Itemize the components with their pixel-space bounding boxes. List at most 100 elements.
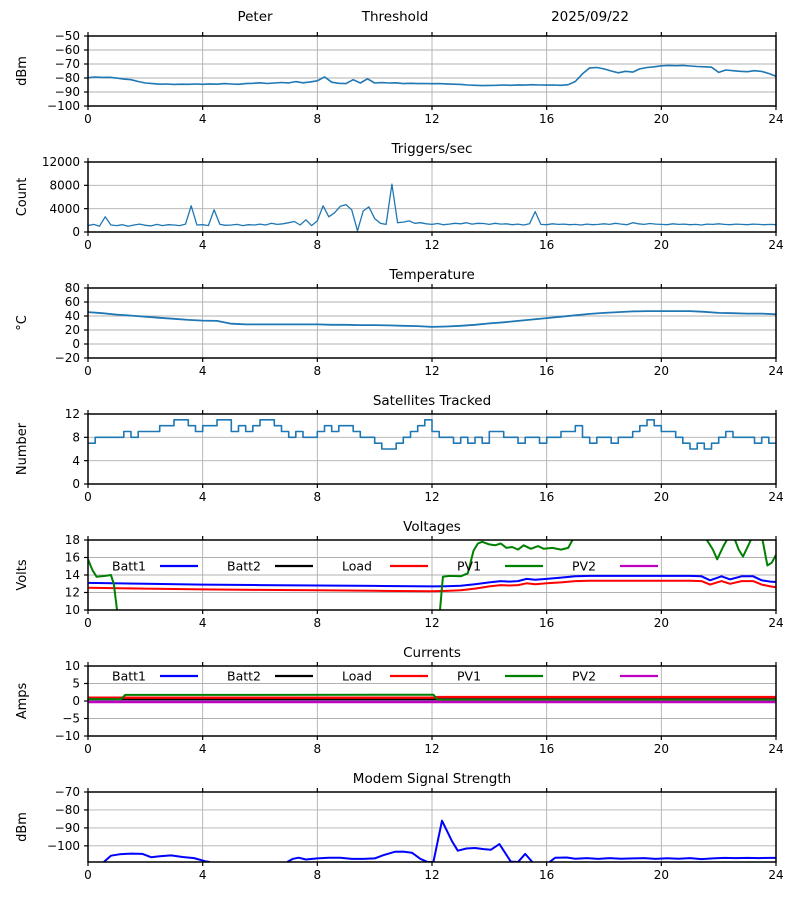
x-tick-label: 0 — [84, 742, 92, 756]
series-satellites — [88, 419, 776, 450]
panel-currents: 0 4 8 12 16 20 24 −10 −5 0 5 10 Amps Currents Batt1 Bat… — [15, 645, 784, 756]
panel-title: Temperature — [388, 267, 475, 283]
y-tick-label: 18 — [65, 533, 80, 547]
y-tick-label: 12 — [65, 586, 80, 600]
x-tick-label: 20 — [654, 742, 669, 756]
y-tick-label: 8000 — [49, 179, 80, 193]
x-tick-label: 20 — [654, 112, 669, 126]
x-tick-label: 24 — [768, 742, 783, 756]
y-axis-label: Count — [15, 178, 30, 217]
x-tick-label: 24 — [768, 490, 783, 504]
legend-label: Load — [342, 669, 372, 684]
x-tick-label: 16 — [539, 112, 554, 126]
x-tick-label: 4 — [199, 490, 207, 504]
legend-label: Batt2 — [227, 669, 261, 684]
y-axis-label: Volts — [15, 559, 30, 591]
y-tick-label: 10 — [65, 659, 80, 673]
panel-title: Threshold — [361, 9, 429, 25]
y-axis-label: dBm — [15, 812, 30, 842]
y-tick-label: 4 — [72, 454, 80, 468]
x-tick-label: 24 — [768, 616, 783, 630]
y-tick-label: −80 — [55, 803, 80, 817]
y-tick-label: −80 — [55, 71, 80, 85]
x-tick-label: 4 — [199, 112, 207, 126]
y-tick-label: −100 — [47, 99, 80, 113]
y-tick-label: −10 — [55, 729, 80, 743]
y-tick-label: −100 — [47, 839, 80, 853]
x-tick-label: 4 — [199, 364, 207, 378]
y-tick-label: −20 — [55, 351, 80, 365]
y-axis-label: dBm — [15, 56, 30, 86]
x-tick-label: 4 — [199, 868, 207, 882]
x-tick-label: 0 — [84, 112, 92, 126]
y-tick-label: 40 — [65, 309, 80, 323]
y-tick-label: 5 — [72, 677, 80, 691]
y-tick-label: −60 — [55, 43, 80, 57]
y-tick-label: 60 — [65, 295, 80, 309]
x-tick-label: 8 — [314, 868, 322, 882]
y-tick-label: 12 — [65, 407, 80, 421]
y-tick-label: −90 — [55, 821, 80, 835]
x-tick-label: 4 — [199, 238, 207, 252]
x-tick-label: 12 — [424, 364, 439, 378]
x-tick-label: 20 — [654, 868, 669, 882]
x-tick-label: 16 — [539, 616, 554, 630]
series-Batt1 — [88, 574, 776, 588]
panel-title: Satellites Tracked — [373, 393, 491, 409]
y-tick-label: 80 — [65, 281, 80, 295]
x-tick-label: 12 — [424, 742, 439, 756]
panel-title: Triggers/sec — [391, 141, 473, 157]
y-tick-label: 14 — [65, 568, 80, 582]
series-Load — [88, 579, 776, 593]
legend-label: Batt2 — [227, 559, 261, 574]
series-Load — [88, 695, 776, 699]
legend-label: PV2 — [572, 669, 596, 684]
legend-label: Batt1 — [112, 669, 146, 684]
series-temperature — [88, 310, 776, 328]
x-tick-label: 8 — [314, 616, 322, 630]
x-tick-label: 12 — [424, 238, 439, 252]
x-tick-label: 16 — [539, 868, 554, 882]
y-tick-label: −90 — [55, 85, 80, 99]
legend-label: PV1 — [457, 559, 481, 574]
y-tick-label: 16 — [65, 551, 80, 565]
x-tick-label: 4 — [199, 616, 207, 630]
y-tick-label: −70 — [55, 57, 80, 71]
x-tick-label: 8 — [314, 364, 322, 378]
y-axis-label: Amps — [15, 682, 30, 719]
x-tick-label: 4 — [199, 742, 207, 756]
x-tick-label: 12 — [424, 616, 439, 630]
x-tick-label: 8 — [314, 112, 322, 126]
x-tick-label: 0 — [84, 364, 92, 378]
x-tick-label: 0 — [84, 868, 92, 882]
x-tick-label: 24 — [768, 868, 783, 882]
x-tick-label: 12 — [424, 112, 439, 126]
y-axis-label: Number — [15, 422, 30, 475]
y-tick-label: 12000 — [42, 155, 80, 169]
x-tick-label: 24 — [768, 364, 783, 378]
x-tick-label: 16 — [539, 742, 554, 756]
y-tick-label: 20 — [65, 323, 80, 337]
panel-modem: 0 4 8 12 16 20 24 −100 −90 −80 −70 dBm Modem Signal … — [15, 771, 784, 882]
series-rssi — [88, 64, 776, 87]
x-tick-label: 20 — [654, 364, 669, 378]
x-tick-label: 8 — [314, 490, 322, 504]
panel-title: Voltages — [403, 519, 461, 535]
x-tick-label: 24 — [768, 112, 783, 126]
panel-title: Modem Signal Strength — [353, 771, 511, 787]
series-triggers — [88, 183, 776, 232]
panel-title: Currents — [403, 645, 461, 661]
x-tick-label: 8 — [314, 742, 322, 756]
x-tick-label: 12 — [424, 868, 439, 882]
x-tick-label: 8 — [314, 238, 322, 252]
panel-voltages: 0 4 8 12 16 20 24 10 12 14 16 18 Volts Voltages Batt1 B… — [15, 519, 784, 630]
y-tick-label: 4000 — [49, 202, 80, 216]
legend-label: PV2 — [572, 559, 596, 574]
x-tick-label: 16 — [539, 490, 554, 504]
legend-label: Batt1 — [112, 559, 146, 574]
panel-rssi-threshold: 0 4 8 12 16 20 24 −100−90−80−70−60−50 dBm Peter Th… — [15, 9, 784, 126]
y-tick-label: 0 — [72, 694, 80, 708]
y-tick-label: 10 — [65, 603, 80, 617]
y-tick-label: 0 — [72, 225, 80, 239]
